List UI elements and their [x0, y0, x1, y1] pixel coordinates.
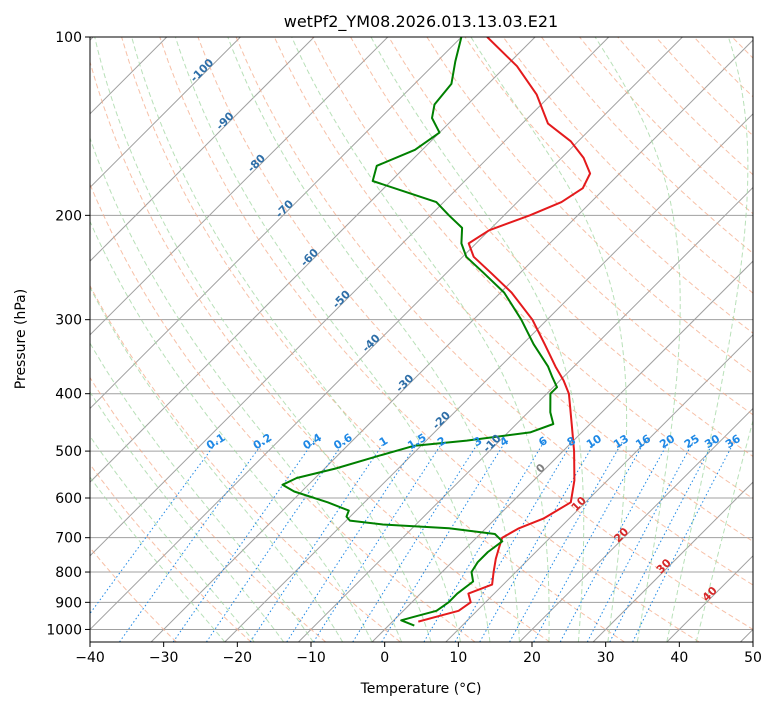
- temperature-line: [418, 37, 592, 623]
- y-tick-label: 300: [55, 313, 82, 329]
- moist-adiabat-line: [90, 342, 314, 642]
- isotherm-line: [90, 37, 241, 189]
- moist-adiabat-line: [174, 37, 491, 642]
- moist-adiabat-line: [90, 286, 344, 642]
- dry-adiabat-line: [90, 546, 177, 642]
- dry-adiabat-line: [235, 37, 753, 586]
- isotherm-line: [371, 260, 753, 642]
- isotherm-line: [445, 334, 753, 642]
- x-tick-label: −20: [223, 650, 253, 666]
- x-tick-label: −30: [149, 650, 179, 666]
- moist-adiabat-line: [131, 37, 461, 642]
- moist-adiabat-line: [370, 37, 585, 642]
- mixing-ratio-line: [172, 440, 315, 642]
- chart-title: wetPf2_YM08.2026.013.13.03.E21: [284, 12, 558, 32]
- x-tick-label: 50: [744, 650, 762, 666]
- y-tick-label: 900: [55, 595, 82, 611]
- moist-adiabat-line: [90, 476, 226, 642]
- dry-adiabat-line: [426, 37, 753, 375]
- isotherm-line: [519, 407, 753, 642]
- dry-adiabat-line: [502, 37, 753, 294]
- mixing-ratio-line: [381, 440, 507, 642]
- dewpoint-line: [281, 37, 558, 627]
- mixing-ratio-line: [509, 440, 624, 642]
- y-tick-label: 200: [55, 208, 82, 224]
- x-tick-label: 30: [597, 650, 615, 666]
- dry-adiabat-line: [159, 37, 700, 642]
- mixing-ratio-line: [313, 440, 445, 642]
- plot-frame: [89, 36, 754, 643]
- y-tick-label: 1000: [46, 622, 82, 638]
- moist-adiabat-line: [90, 435, 255, 642]
- mixing-ratio-line: [352, 440, 481, 642]
- isotherm-line: [592, 481, 753, 642]
- mixing-ratio-line: [249, 440, 386, 642]
- dry-adiabat-line: [90, 284, 401, 642]
- x-axis-label: Temperature (°C): [360, 681, 482, 697]
- mixing-ratio-line: [423, 440, 546, 642]
- mixing-ratio-line: [632, 440, 736, 642]
- moist-adiabat-line: [94, 37, 432, 642]
- y-tick-label: 500: [55, 444, 82, 460]
- y-tick-label: 100: [55, 30, 82, 46]
- moist-adiabat-line: [666, 37, 749, 642]
- moist-adiabat-line: [291, 37, 550, 642]
- isotherm-line: [224, 113, 753, 642]
- dry-adiabat-line: [197, 37, 753, 630]
- data-series: [281, 37, 592, 627]
- isotherm-line: [90, 37, 389, 336]
- dry-adiabat-line: [90, 463, 252, 642]
- y-tick-label: 700: [55, 531, 82, 547]
- dry-adiabat-line: [90, 60, 551, 642]
- y-tick-label: 800: [55, 565, 82, 581]
- x-tick-label: 40: [670, 650, 688, 666]
- isotherm-line: [90, 37, 683, 631]
- mixing-ratio-line: [479, 440, 597, 642]
- isotherm-line: [90, 37, 610, 557]
- mixing-ratio-line: [90, 440, 219, 615]
- moist-adiabat-line: [695, 418, 753, 642]
- dry-adiabat-line: [388, 37, 753, 416]
- mixing-ratio-line: [454, 440, 574, 642]
- axis-ticks: −40 −30 −20 −10 0 10 20 30 40 50 100 200 300 400 500 60…: [46, 30, 762, 666]
- mixing-ratio-line: [119, 440, 265, 642]
- isotherm-line: [90, 37, 315, 262]
- x-tick-label: −10: [296, 650, 326, 666]
- isotherm-line: [90, 37, 536, 483]
- dry-adiabat-line: [90, 182, 476, 642]
- y-tick-label: 600: [55, 491, 82, 507]
- moist-adiabat-line: [594, 37, 681, 642]
- x-tick-label: −40: [75, 650, 105, 666]
- moist-adiabat-line: [470, 37, 628, 642]
- x-tick-label: 20: [523, 650, 541, 666]
- y-axis-label: Pressure (hPa): [13, 289, 29, 389]
- isotherm-line: [150, 39, 753, 642]
- dry-adiabat-line: [90, 376, 327, 642]
- x-tick-label: 0: [380, 650, 389, 666]
- mixing-ratio-line: [559, 440, 670, 642]
- y-tick-label: 400: [55, 387, 82, 403]
- mixing-ratio-line: [286, 440, 420, 642]
- moist-adiabat-line: [90, 220, 373, 642]
- background-lines: [90, 37, 753, 642]
- dry-adiabat-line: [311, 37, 753, 500]
- moist-adiabat-line: [227, 37, 520, 642]
- mixing-ratio-line: [533, 440, 646, 642]
- isotherm-line: [90, 37, 462, 410]
- x-tick-label: 10: [449, 650, 467, 666]
- dry-adiabat-line: [121, 37, 625, 642]
